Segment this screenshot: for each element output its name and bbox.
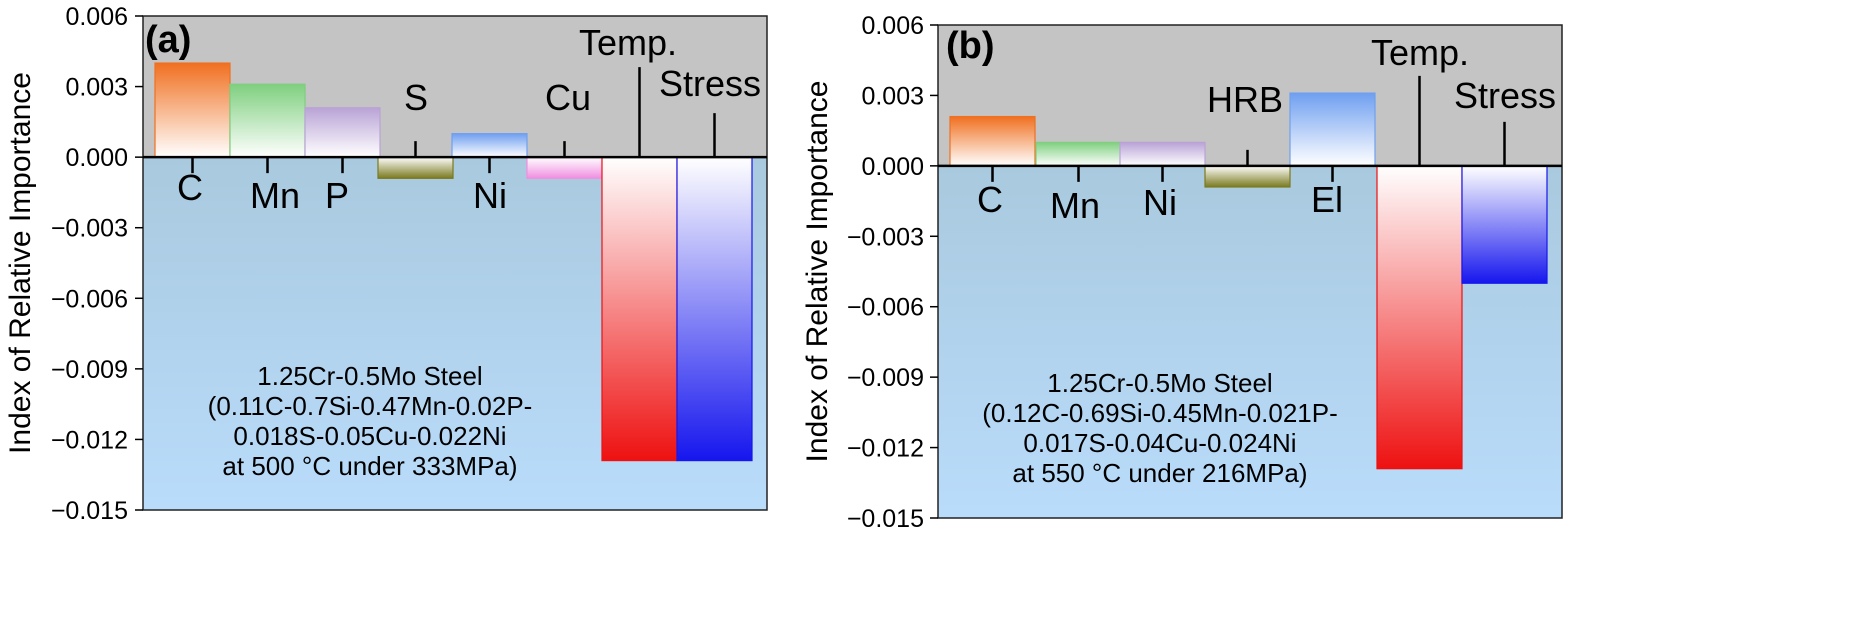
category-label: HRB xyxy=(1207,79,1283,120)
bar-mn xyxy=(1035,141,1122,167)
y-tick-label: 0.006 xyxy=(65,3,128,31)
bar-mn xyxy=(229,83,306,158)
y-tick-label: −0.012 xyxy=(847,435,924,463)
y-tick-label: 0.006 xyxy=(861,12,924,40)
bar-temp xyxy=(601,156,678,462)
category-label: C xyxy=(977,179,1003,220)
plot-frame xyxy=(142,15,768,511)
y-tick-label: −0.015 xyxy=(847,505,924,533)
bar-c xyxy=(154,62,231,158)
category-label: El xyxy=(1311,179,1343,220)
y-tick-label: −0.006 xyxy=(51,285,128,313)
annotation-line: at 550 °C under 216MPa) xyxy=(1012,458,1307,488)
bar-temp xyxy=(1376,165,1463,470)
y-axis-label: Index of Relative Importance xyxy=(4,72,37,454)
bar-cu xyxy=(526,156,603,179)
panel-label: (a) xyxy=(145,19,191,61)
panel-label: (b) xyxy=(946,25,995,67)
annotation-line: 0.018S-0.05Cu-0.022Ni xyxy=(233,421,506,451)
y-tick-label: −0.006 xyxy=(847,294,924,322)
y-tick-label: 0.003 xyxy=(65,74,128,102)
category-label: C xyxy=(177,167,203,208)
y-tick-label: −0.009 xyxy=(847,364,924,392)
category-label: Stress xyxy=(659,63,761,104)
y-tick-label: 0.000 xyxy=(861,153,924,181)
category-label: Mn xyxy=(1050,185,1100,226)
bar-stress xyxy=(676,156,753,462)
bar-hrb xyxy=(1204,165,1291,188)
category-label: Temp. xyxy=(1371,32,1469,73)
annotation-line: (0.12C-0.69Si-0.45Mn-0.021P- xyxy=(982,398,1338,428)
category-label: Ni xyxy=(473,175,507,216)
y-tick-label: 0.003 xyxy=(861,82,924,110)
bar-ni xyxy=(1119,141,1206,167)
category-label: S xyxy=(404,77,428,118)
bar-ni xyxy=(451,133,528,158)
y-tick-label: −0.009 xyxy=(51,356,128,384)
y-tick-label: 0.000 xyxy=(65,144,128,172)
y-tick-label: −0.012 xyxy=(51,426,128,454)
category-label: Ni xyxy=(1143,182,1177,223)
y-tick-label: −0.003 xyxy=(847,223,924,251)
y-tick-label: −0.003 xyxy=(51,215,128,243)
annotation-line: 1.25Cr-0.5Mo Steel xyxy=(257,361,482,391)
category-label: Temp. xyxy=(579,22,677,63)
chart-panel-a: C Mn P S Ni Cu Temp.Stress 0.006 0.003 0.000 −0.00… xyxy=(4,3,768,525)
bar-c xyxy=(949,115,1036,167)
y-axis-label: Index of Relative Importance xyxy=(801,81,834,463)
bar-stress xyxy=(1461,165,1548,284)
annotation-line: (0.11C-0.7Si-0.47Mn-0.02P- xyxy=(208,391,533,421)
category-label: Mn xyxy=(250,175,300,216)
annotation-line: 1.25Cr-0.5Mo Steel xyxy=(1047,368,1272,398)
y-tick-label: −0.015 xyxy=(51,497,128,525)
annotation-line: at 500 °C under 333MPa) xyxy=(222,451,517,481)
bar-p xyxy=(304,107,381,158)
category-label: Cu xyxy=(545,77,591,118)
category-label: P xyxy=(325,175,349,216)
chart-panel-b: C Mn Ni HRB El Temp.Stress 0.006 0.003 0.000 −0.0… xyxy=(801,12,1563,533)
plot-frame xyxy=(937,24,1563,519)
category-label: Stress xyxy=(1454,75,1556,116)
bar-el xyxy=(1289,92,1376,167)
bar-s xyxy=(377,156,454,179)
annotation-line: 0.017S-0.04Cu-0.024Ni xyxy=(1023,428,1296,458)
